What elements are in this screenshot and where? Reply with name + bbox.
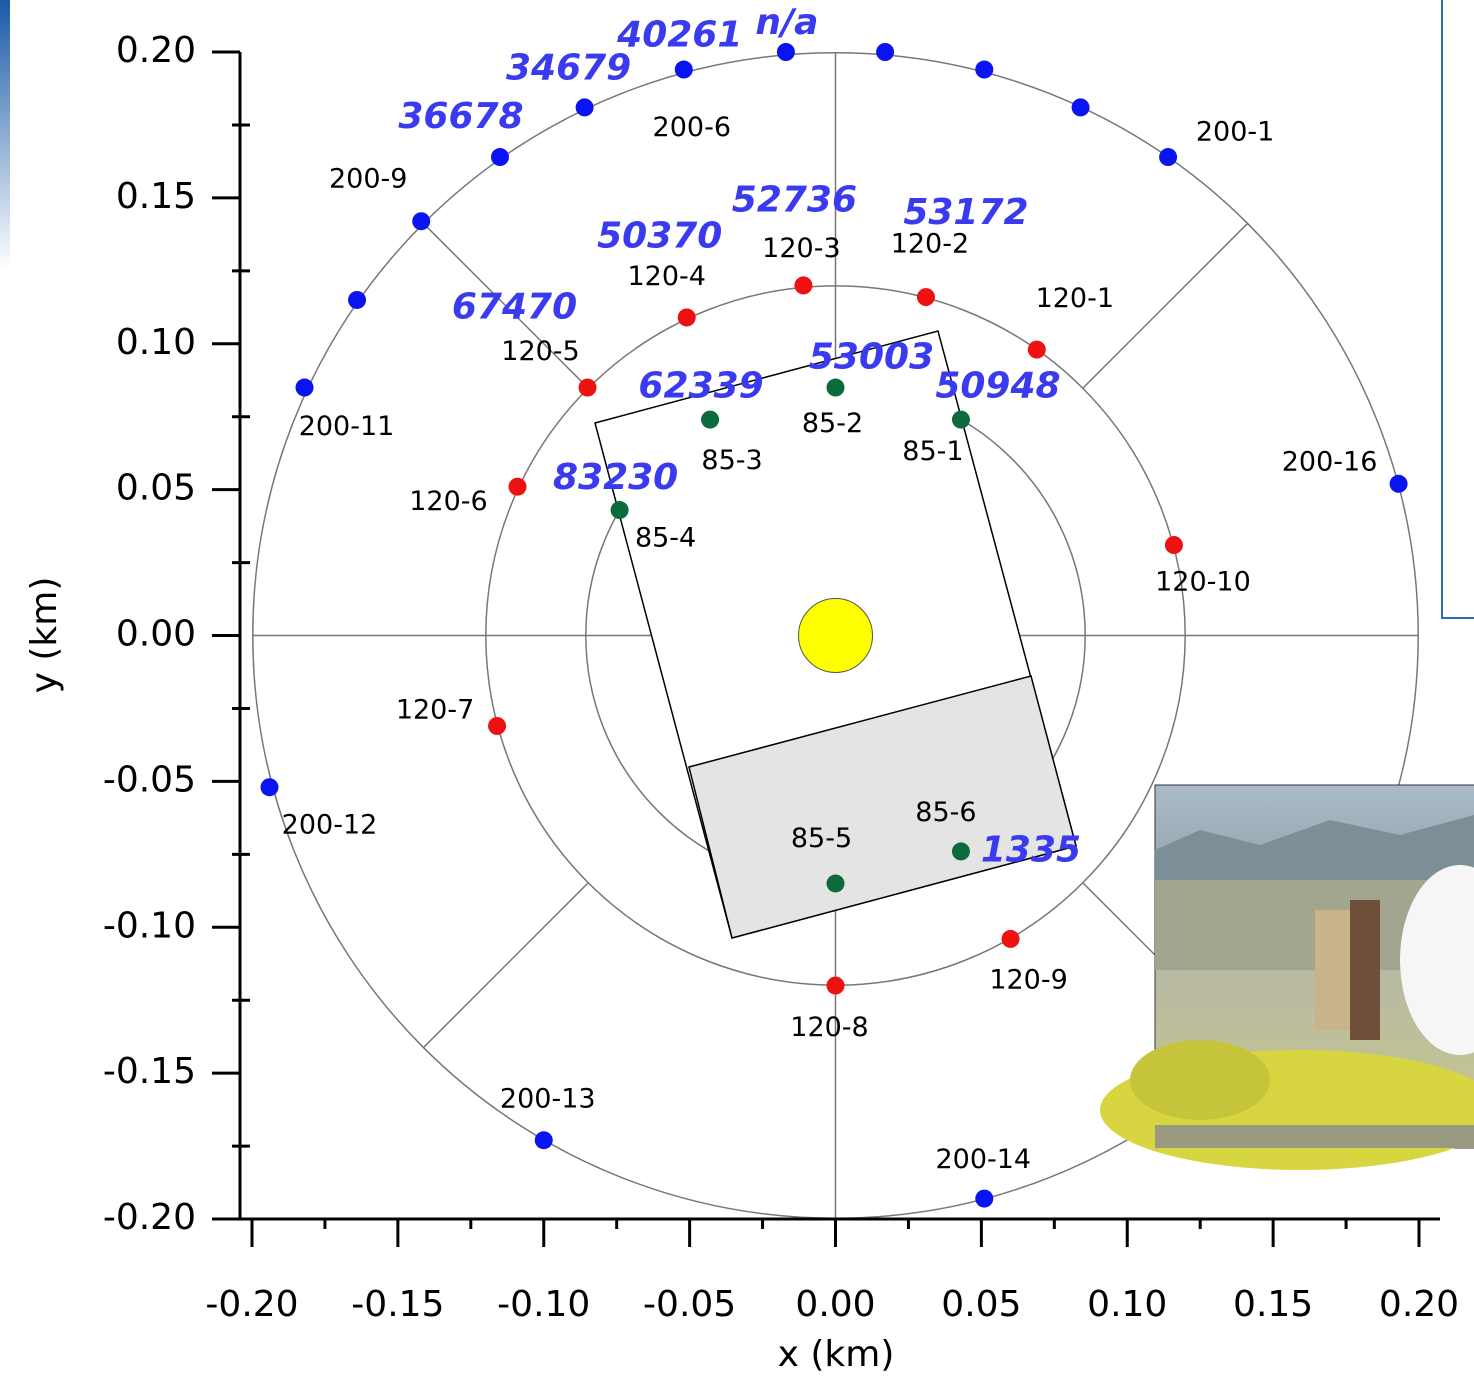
annotation: 52736 <box>732 179 857 220</box>
point <box>975 1189 994 1208</box>
x-axis-label: x (km) <box>778 1334 895 1375</box>
point-label: 200-13 <box>500 1084 596 1115</box>
point-label: 200-1 <box>1196 117 1274 148</box>
point <box>1164 536 1183 555</box>
point <box>534 1131 553 1150</box>
point-label: 120-7 <box>396 694 474 725</box>
y-tick-label: -0.15 <box>103 1051 196 1092</box>
point-label: 120-3 <box>762 233 840 264</box>
spoke <box>422 222 589 389</box>
x-tick-label: 0.10 <box>1087 1284 1167 1325</box>
point-label: 200-14 <box>935 1144 1031 1175</box>
point-label: 200-16 <box>1282 446 1378 477</box>
point <box>490 148 509 167</box>
annotation: 50370 <box>597 215 722 256</box>
x-tick-label: 0.15 <box>1233 1284 1313 1325</box>
point <box>412 212 431 231</box>
point-label: 120-4 <box>627 261 705 292</box>
y-tick-label: 0.00 <box>116 614 196 655</box>
spoke <box>1082 222 1249 389</box>
plot-area: -0.20 -0.15 -0.10 -0.05 0.00 0.05 0.10 0.15 0.20… <box>103 2 1459 1325</box>
annotation: 36678 <box>398 96 523 137</box>
annotation: 67470 <box>452 287 577 328</box>
point <box>677 308 696 327</box>
point-label: 200-12 <box>282 810 378 841</box>
point-label: 200-11 <box>299 411 395 442</box>
point <box>1071 98 1090 117</box>
annotation: 34679 <box>506 47 631 88</box>
point-label: 120-2 <box>891 229 969 260</box>
point <box>916 288 935 307</box>
point <box>701 410 720 429</box>
point-label: 120-6 <box>409 486 487 517</box>
source <box>798 598 873 673</box>
point <box>610 501 629 520</box>
point-label: 85-5 <box>791 823 852 854</box>
point <box>951 410 970 429</box>
point-label: 120-9 <box>989 964 1067 995</box>
y-tick-label: 0.20 <box>116 30 196 71</box>
point <box>975 60 994 79</box>
x-tick-label: -0.10 <box>497 1284 590 1325</box>
x-tick-label: 0.20 <box>1379 1284 1459 1325</box>
annotation: 83230 <box>553 457 678 498</box>
test-site-photo <box>1100 784 1474 1170</box>
annotation: 40261 <box>616 15 742 56</box>
point-label: 120-1 <box>1036 283 1114 314</box>
y-tick-label: -0.10 <box>103 905 196 946</box>
x-tick-label: 0.00 <box>795 1284 875 1325</box>
point <box>1159 148 1178 167</box>
y-axis-label: y (km) <box>24 577 65 694</box>
point <box>876 43 895 61</box>
point-label: 85-3 <box>701 445 762 476</box>
point <box>488 716 507 735</box>
point-label: 85-6 <box>915 797 976 828</box>
point-label: 120-8 <box>790 1012 868 1043</box>
point <box>1389 474 1408 493</box>
annotation: 53003 <box>809 337 934 378</box>
point <box>674 60 693 79</box>
point <box>1027 340 1046 359</box>
annotation: 62339 <box>638 366 763 407</box>
point-label: 200-9 <box>329 164 407 195</box>
x-tick-label: -0.05 <box>643 1284 736 1325</box>
point <box>348 290 367 309</box>
point <box>826 378 845 397</box>
y-tick-label: 0.15 <box>116 176 196 217</box>
point <box>826 976 845 995</box>
x-tick-label: 0.05 <box>941 1284 1021 1325</box>
y-tick-label: -0.20 <box>103 1197 196 1238</box>
point <box>776 43 795 61</box>
point-label: 120-10 <box>1155 567 1251 598</box>
point <box>826 874 845 893</box>
y-tick-label: 0.10 <box>116 322 196 363</box>
point-label: 85-2 <box>802 408 863 439</box>
point <box>1001 929 1020 948</box>
annotation: 1335 <box>981 829 1081 870</box>
point <box>951 842 970 861</box>
y-tick-label: 0.05 <box>116 468 196 509</box>
point-label: 85-1 <box>902 436 963 467</box>
point-label: 200-6 <box>653 112 731 143</box>
point-label: 120-5 <box>501 336 579 367</box>
pad-shaded <box>688 675 1077 939</box>
point-label: 85-4 <box>635 523 696 554</box>
side-panel <box>1441 0 1474 619</box>
spoke <box>422 882 589 1049</box>
point <box>295 378 314 397</box>
x-tick-label: -0.15 <box>351 1284 444 1325</box>
point <box>508 477 527 496</box>
point <box>794 276 813 295</box>
x-tick-label: -0.20 <box>205 1284 298 1325</box>
point <box>575 98 594 117</box>
side-strip <box>0 0 10 270</box>
point <box>578 378 597 397</box>
point <box>260 778 279 797</box>
y-tick-label: -0.05 <box>103 759 196 800</box>
annotation: n/a <box>755 2 818 43</box>
annotation: 50948 <box>935 366 1060 407</box>
annotation: 53172 <box>903 192 1028 233</box>
